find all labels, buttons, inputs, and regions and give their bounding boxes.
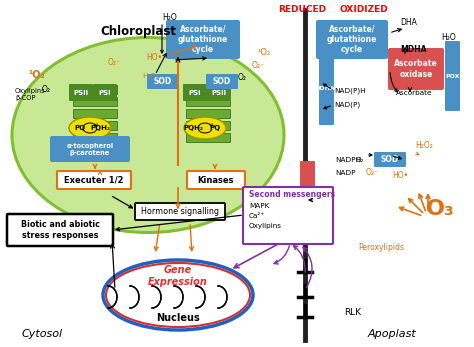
- Text: Ascorbate/
glutathione
cycle: Ascorbate/ glutathione cycle: [178, 25, 228, 54]
- Text: ¹O₂: ¹O₂: [28, 70, 45, 80]
- Bar: [186, 121, 230, 130]
- Text: Ca²⁺: Ca²⁺: [249, 213, 265, 219]
- FancyBboxPatch shape: [57, 171, 131, 189]
- FancyBboxPatch shape: [206, 74, 238, 89]
- Text: NAD(P)H: NAD(P)H: [334, 87, 365, 93]
- Text: O₂: O₂: [42, 85, 51, 94]
- Text: POX: POX: [445, 74, 460, 78]
- FancyBboxPatch shape: [187, 171, 245, 189]
- Text: SOD: SOD: [213, 77, 231, 86]
- Text: α-tocopherol
β-carotene: α-tocopherol β-carotene: [66, 143, 114, 155]
- Bar: [73, 133, 117, 142]
- Bar: [186, 97, 230, 106]
- FancyBboxPatch shape: [300, 161, 315, 238]
- Text: Second messengers: Second messengers: [249, 190, 335, 199]
- Text: Ascorbate: Ascorbate: [396, 90, 432, 96]
- Text: MAPK: MAPK: [249, 203, 269, 209]
- Text: H₂O: H₂O: [162, 13, 177, 22]
- Bar: [73, 85, 117, 94]
- Text: PQH₂: PQH₂: [90, 125, 110, 131]
- Text: PSI: PSI: [99, 90, 111, 95]
- Text: Nucleus: Nucleus: [156, 313, 200, 323]
- FancyBboxPatch shape: [93, 84, 117, 101]
- Text: PQH₂: PQH₂: [183, 125, 203, 131]
- Ellipse shape: [106, 263, 250, 327]
- Text: O₂⁻: O₂⁻: [252, 61, 265, 70]
- Text: Oxylipins
β-COP: Oxylipins β-COP: [15, 87, 46, 101]
- Text: PSII: PSII: [211, 90, 227, 95]
- Text: Chloroplast: Chloroplast: [100, 25, 176, 38]
- Ellipse shape: [69, 117, 111, 139]
- Text: NAD(P): NAD(P): [334, 101, 360, 108]
- Text: Hormone signalling: Hormone signalling: [141, 207, 219, 216]
- Text: PSII: PSII: [73, 90, 89, 95]
- FancyBboxPatch shape: [135, 203, 225, 220]
- FancyBboxPatch shape: [147, 74, 179, 89]
- Text: REDUCED: REDUCED: [278, 5, 326, 14]
- Bar: [186, 109, 230, 118]
- Text: RLK: RLK: [344, 308, 361, 317]
- Text: Peroxylipids: Peroxylipids: [358, 243, 404, 252]
- FancyBboxPatch shape: [316, 20, 388, 59]
- FancyBboxPatch shape: [207, 84, 231, 101]
- Text: PQ: PQ: [210, 125, 220, 131]
- Ellipse shape: [12, 37, 284, 232]
- Text: PQ: PQ: [74, 125, 86, 131]
- Text: Gene
Expression: Gene Expression: [148, 265, 208, 287]
- FancyBboxPatch shape: [183, 84, 207, 101]
- Text: NADP: NADP: [335, 170, 356, 176]
- Text: HO•: HO•: [146, 53, 162, 62]
- Text: ¹O₂: ¹O₂: [257, 48, 270, 57]
- Bar: [73, 97, 117, 106]
- FancyBboxPatch shape: [243, 187, 333, 244]
- Text: HO•: HO•: [392, 171, 408, 180]
- Text: Oxylipins: Oxylipins: [249, 223, 282, 229]
- FancyBboxPatch shape: [319, 51, 334, 125]
- Text: O₃: O₃: [426, 199, 455, 219]
- Bar: [73, 121, 117, 130]
- Bar: [73, 109, 117, 118]
- Text: H₂O: H₂O: [441, 33, 456, 42]
- Text: SOD: SOD: [381, 155, 399, 164]
- Text: Ascorbate/
glutathione
cycle: Ascorbate/ glutathione cycle: [327, 25, 377, 54]
- Text: SOD: SOD: [154, 77, 172, 86]
- Text: OXIDIZED: OXIDIZED: [340, 5, 389, 14]
- Text: Executer 1/2: Executer 1/2: [64, 176, 124, 185]
- Text: O₂: O₂: [356, 157, 365, 163]
- Text: DHA: DHA: [400, 18, 417, 27]
- Text: Apoplast: Apoplast: [368, 329, 417, 339]
- Text: O₂⁻: O₂⁻: [366, 168, 379, 177]
- Text: Biotic and abiotic
stress responses: Biotic and abiotic stress responses: [20, 220, 100, 240]
- Text: Kinases: Kinases: [198, 176, 234, 185]
- Bar: [186, 133, 230, 142]
- FancyBboxPatch shape: [7, 214, 113, 246]
- Text: Cytosol: Cytosol: [22, 329, 63, 339]
- FancyBboxPatch shape: [50, 136, 130, 162]
- FancyBboxPatch shape: [69, 84, 93, 101]
- Text: O₂: O₂: [238, 73, 247, 82]
- Text: H₂O₂: H₂O₂: [142, 73, 159, 79]
- Ellipse shape: [184, 117, 226, 139]
- FancyBboxPatch shape: [445, 41, 460, 111]
- Text: MDHA: MDHA: [400, 45, 427, 54]
- Ellipse shape: [103, 260, 253, 330]
- FancyBboxPatch shape: [388, 48, 444, 90]
- Bar: [186, 85, 230, 94]
- FancyBboxPatch shape: [374, 152, 406, 167]
- Text: MDHAR: MDHAR: [313, 85, 340, 91]
- Text: H₂O₂: H₂O₂: [415, 141, 433, 150]
- Text: NADPH: NADPH: [335, 157, 361, 163]
- Text: Ascorbate
oxidase: Ascorbate oxidase: [394, 59, 438, 79]
- Text: O₂⁻: O₂⁻: [108, 58, 121, 67]
- Text: PSI: PSI: [189, 90, 201, 95]
- FancyBboxPatch shape: [166, 20, 240, 59]
- Text: NADPH
oxi-
dases: NADPH oxi- dases: [297, 191, 319, 208]
